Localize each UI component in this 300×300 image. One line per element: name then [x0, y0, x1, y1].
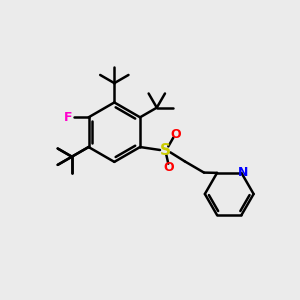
- Text: F: F: [64, 111, 73, 124]
- Text: S: S: [160, 142, 171, 158]
- Text: N: N: [238, 166, 248, 179]
- Text: O: O: [163, 161, 174, 174]
- Text: O: O: [170, 128, 181, 141]
